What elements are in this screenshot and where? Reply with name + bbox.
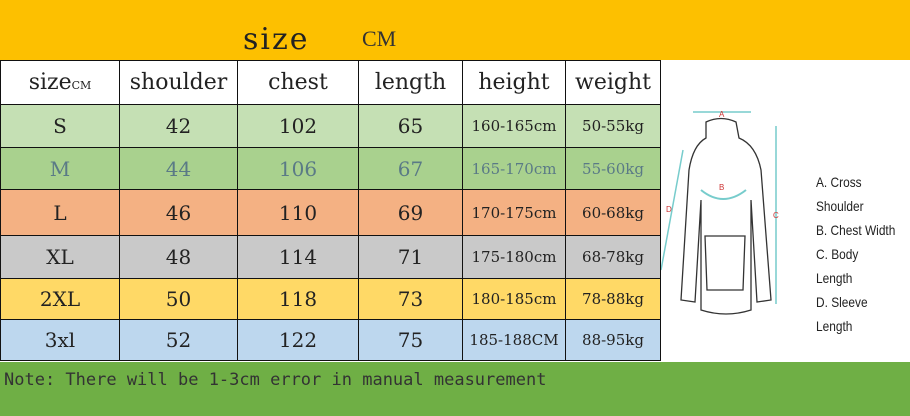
cell-shoulder: 52: [119, 319, 238, 361]
cell-shoulder: 44: [119, 147, 238, 190]
table-row: S 42 102 65 160-165cm 50-55kg: [0, 104, 661, 148]
cell-height: 175-180cm: [462, 235, 566, 279]
cell-size: S: [0, 104, 120, 148]
cell-weight: 55-60kg: [565, 147, 661, 190]
cell-shoulder: 48: [119, 235, 238, 279]
cell-chest: 118: [237, 278, 359, 320]
legend-item: C. Body Length: [816, 246, 859, 286]
table-row: XL 48 114 71 175-180cm 68-78kg: [0, 235, 661, 279]
title-banner: size CM: [0, 0, 910, 60]
header-height: height: [462, 60, 566, 105]
cell-size: L: [0, 189, 120, 236]
cell-height: 160-165cm: [462, 104, 566, 148]
legend-item: D. Sleeve Length: [816, 294, 868, 334]
cell-height: 165-170cm: [462, 147, 566, 190]
table-row: M 44 106 67 165-170cm 55-60kg: [0, 147, 661, 190]
cell-chest: 122: [237, 319, 359, 361]
cell-size: M: [0, 147, 120, 190]
cell-shoulder: 46: [119, 189, 238, 236]
cell-shoulder: 42: [119, 104, 238, 148]
cell-chest: 102: [237, 104, 359, 148]
svg-text:D: D: [666, 205, 672, 214]
header-size: sizeCM: [0, 60, 120, 105]
header-row: sizeCM shoulder chest length height weig…: [0, 60, 661, 105]
cell-chest: 114: [237, 235, 359, 279]
cell-height: 180-185cm: [462, 278, 566, 320]
footer-banner: Note: There will be 1-3cm error in manua…: [0, 362, 910, 416]
cell-length: 75: [358, 319, 463, 361]
cell-shoulder: 50: [119, 278, 238, 320]
legend-item: B. Chest Width: [816, 222, 896, 238]
cell-size: 3xl: [0, 319, 120, 361]
chart-unit: CM: [362, 26, 397, 51]
chart-title: size: [243, 22, 310, 57]
cell-length: 65: [358, 104, 463, 148]
cell-height: 170-175cm: [462, 189, 566, 236]
table-row: 3xl 52 122 75 185-188CM 88-95kg: [0, 319, 661, 361]
measurement-note: Note: There will be 1-3cm error in manua…: [4, 370, 547, 390]
size-table: sizeCM shoulder chest length height weig…: [0, 60, 661, 361]
hoodie-diagram: A B C D A. Cross Shoulder B. Chest Width…: [660, 60, 910, 362]
header-shoulder: shoulder: [119, 60, 238, 105]
svg-text:B: B: [719, 183, 724, 192]
cell-length: 73: [358, 278, 463, 320]
cell-length: 67: [358, 147, 463, 190]
cell-chest: 110: [237, 189, 359, 236]
cell-weight: 88-95kg: [565, 319, 661, 361]
svg-text:C: C: [773, 211, 779, 220]
cell-weight: 78-88kg: [565, 278, 661, 320]
table-row: L 46 110 69 170-175cm 60-68kg: [0, 189, 661, 236]
header-length: length: [358, 60, 463, 105]
measurement-legend: A. Cross Shoulder B. Chest Width C. Body…: [816, 170, 896, 338]
header-chest: chest: [237, 60, 359, 105]
legend-item: A. Cross Shoulder: [816, 174, 864, 214]
hoodie-outline-icon: A B C D: [660, 110, 779, 315]
cell-chest: 106: [237, 147, 359, 190]
svg-text:A: A: [719, 110, 725, 119]
table-row: 2XL 50 118 73 180-185cm 78-88kg: [0, 278, 661, 320]
cell-weight: 68-78kg: [565, 235, 661, 279]
cell-length: 69: [358, 189, 463, 236]
header-weight: weight: [565, 60, 661, 105]
cell-size: XL: [0, 235, 120, 279]
cell-height: 185-188CM: [462, 319, 566, 361]
cell-weight: 50-55kg: [565, 104, 661, 148]
cell-length: 71: [358, 235, 463, 279]
cell-size: 2XL: [0, 278, 120, 320]
cell-weight: 60-68kg: [565, 189, 661, 236]
